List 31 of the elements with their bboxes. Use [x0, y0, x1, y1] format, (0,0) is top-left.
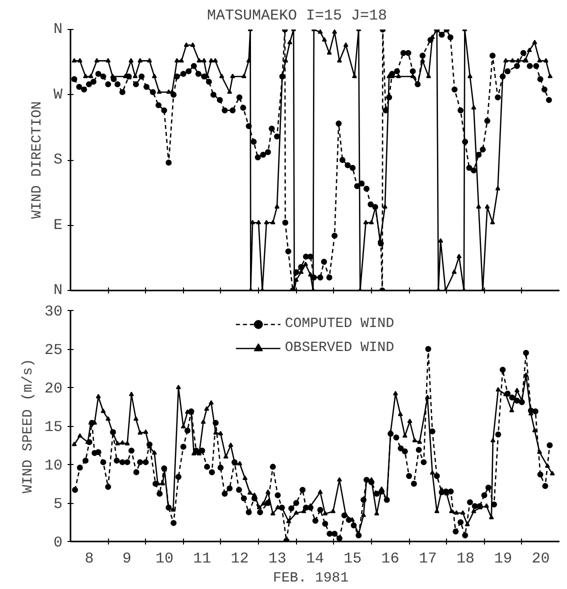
x-tick-label: 9: [122, 550, 132, 568]
x-tick-label: 14: [306, 550, 324, 568]
y-tick-label: 30: [44, 304, 63, 320]
y-tick-label: 15: [44, 419, 63, 436]
x-tick-label: 17: [418, 550, 437, 568]
y-tick-label: 20: [44, 380, 63, 398]
x-axis-title: FEB. 1981: [272, 570, 349, 586]
y-tick-label: 5: [54, 496, 63, 513]
legend-label: COMPUTED WIND: [284, 316, 394, 332]
text: S: [54, 152, 63, 168]
x-tick-label: 10: [156, 550, 174, 568]
y-tick-label: 10: [44, 458, 63, 474]
x-tick-label: 15: [344, 550, 362, 568]
y-axis-title: WIND DIRECTION: [30, 101, 46, 219]
text: E: [54, 216, 63, 234]
y-tick-label: 0: [54, 534, 63, 552]
legend-label: OBSERVED WIND: [284, 340, 394, 356]
x-tick-label: 16: [381, 550, 400, 568]
x-tick-label: 20: [532, 550, 550, 568]
y-tick-label: 25: [44, 342, 63, 359]
x-tick-label: 18: [456, 550, 474, 568]
x-tick-label: 8: [84, 550, 94, 568]
x-tick-label: 11: [193, 550, 212, 568]
text: W: [54, 86, 63, 104]
x-tick-label: 12: [230, 550, 249, 568]
text: N: [54, 282, 63, 299]
x-tick-label: 19: [494, 550, 512, 568]
x-tick-label: 13: [268, 550, 286, 568]
y-axis-title: WIND SPEED (m/s): [20, 358, 36, 494]
chart-title: MATSUMAEKO I=15 J=18: [206, 8, 388, 24]
text: N: [54, 21, 63, 38]
